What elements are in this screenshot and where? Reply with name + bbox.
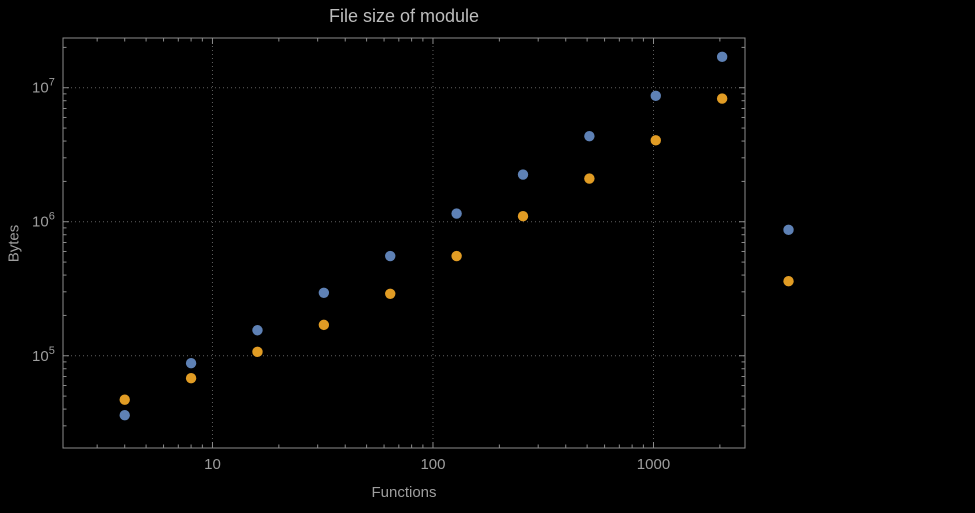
x-tick-label: 1000 xyxy=(637,456,670,473)
data-point-series-orange xyxy=(517,210,529,222)
data-point-series-blue xyxy=(318,287,330,298)
data-point-series-orange xyxy=(385,288,396,299)
data-point-series-orange xyxy=(650,135,661,146)
data-point-series-blue xyxy=(185,358,197,369)
data-point-series-blue xyxy=(385,250,396,262)
x-tick-label: 100 xyxy=(420,456,445,473)
data-point-series-blue xyxy=(451,208,462,219)
data-point-series-blue xyxy=(783,224,794,236)
data-point-series-orange xyxy=(318,319,330,331)
data-point-series-blue xyxy=(252,325,263,336)
data-point-series-orange xyxy=(252,346,263,358)
data-point-series-blue xyxy=(517,169,529,180)
x-axis-label: Functions xyxy=(371,484,437,501)
x-tick-label: 10 xyxy=(204,456,221,473)
chart-title: File size of module xyxy=(328,6,480,26)
data-point-series-blue xyxy=(650,90,661,102)
data-point-series-orange xyxy=(185,373,197,384)
data-point-series-blue xyxy=(119,410,130,421)
data-point-series-blue xyxy=(716,51,728,63)
data-point-series-orange xyxy=(584,173,595,184)
plot-frame xyxy=(62,37,746,449)
data-point-series-orange xyxy=(451,250,462,262)
data-point-series-orange xyxy=(119,394,130,405)
data-point-series-blue xyxy=(584,130,595,142)
y-tick-label: 105 xyxy=(32,345,55,365)
data-point-series-orange xyxy=(716,93,728,104)
y-tick-label: 106 xyxy=(32,211,55,231)
y-tick-label: 107 xyxy=(32,77,55,97)
data-point-series-orange xyxy=(783,276,794,287)
